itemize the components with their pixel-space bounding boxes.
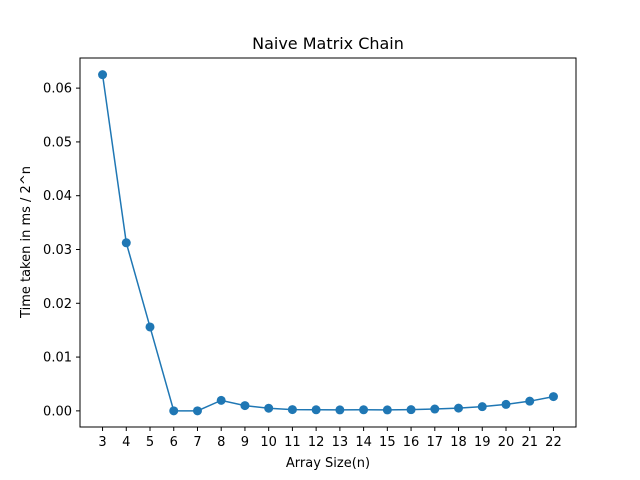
y-tick-label: 0.06 — [43, 82, 72, 97]
data-point — [311, 405, 321, 415]
x-tick-label: 19 — [474, 435, 491, 450]
y-axis-ticks: 0.00 0.01 0.02 0.03 0.04 0.05 0.06 — [43, 82, 80, 419]
x-tick-label: 22 — [545, 435, 562, 450]
data-point — [98, 70, 108, 80]
x-tick-label: 16 — [403, 435, 420, 450]
data-point — [192, 406, 202, 416]
data-point — [264, 403, 274, 413]
data-point — [501, 399, 511, 409]
y-tick-label: 0.00 — [43, 404, 72, 419]
chart-title: Naive Matrix Chain — [252, 34, 404, 53]
y-tick-label: 0.03 — [43, 243, 72, 258]
x-tick-label: 17 — [427, 435, 444, 450]
x-tick-label: 13 — [332, 435, 349, 450]
y-axis-label: Time taken in ms / 2^n — [19, 166, 34, 319]
x-tick-label: 20 — [498, 435, 515, 450]
y-tick-label: 0.05 — [43, 135, 72, 150]
data-point — [430, 404, 440, 414]
x-tick-label: 6 — [170, 435, 178, 450]
data-point — [382, 405, 392, 415]
y-tick-label: 0.04 — [43, 189, 72, 204]
data-point — [359, 405, 369, 415]
data-point — [287, 405, 297, 415]
y-tick-label: 0.02 — [43, 297, 72, 312]
x-tick-label: 18 — [450, 435, 467, 450]
data-point — [335, 405, 345, 415]
data-point — [216, 395, 226, 405]
axes-frame — [79, 57, 577, 428]
data-point — [145, 322, 155, 332]
data-point — [240, 401, 250, 411]
x-tick-label: 7 — [193, 435, 201, 450]
data-point — [454, 403, 464, 413]
data-point — [548, 392, 558, 402]
data-point — [525, 396, 535, 406]
y-tick-label: 0.01 — [43, 351, 72, 366]
x-tick-label: 14 — [355, 435, 372, 450]
data-point — [121, 238, 131, 248]
plot-layer — [98, 70, 558, 416]
x-tick-label: 15 — [379, 435, 396, 450]
x-axis-label: Array Size(n) — [286, 456, 370, 471]
x-tick-label: 4 — [122, 435, 130, 450]
data-point — [406, 405, 416, 415]
x-tick-label: 12 — [308, 435, 325, 450]
x-axis-ticks: 3 4 5 6 7 8 9 10 11 12 13 14 15 16 17 18 19 20 21 22 — [98, 427, 562, 450]
x-tick-label: 9 — [241, 435, 249, 450]
data-point — [477, 402, 487, 412]
x-tick-label: 10 — [260, 435, 277, 450]
data-point — [169, 406, 179, 416]
x-tick-label: 3 — [98, 435, 106, 450]
x-tick-label: 21 — [521, 435, 538, 450]
x-tick-label: 8 — [217, 435, 225, 450]
x-tick-label: 5 — [146, 435, 154, 450]
x-tick-label: 11 — [284, 435, 301, 450]
